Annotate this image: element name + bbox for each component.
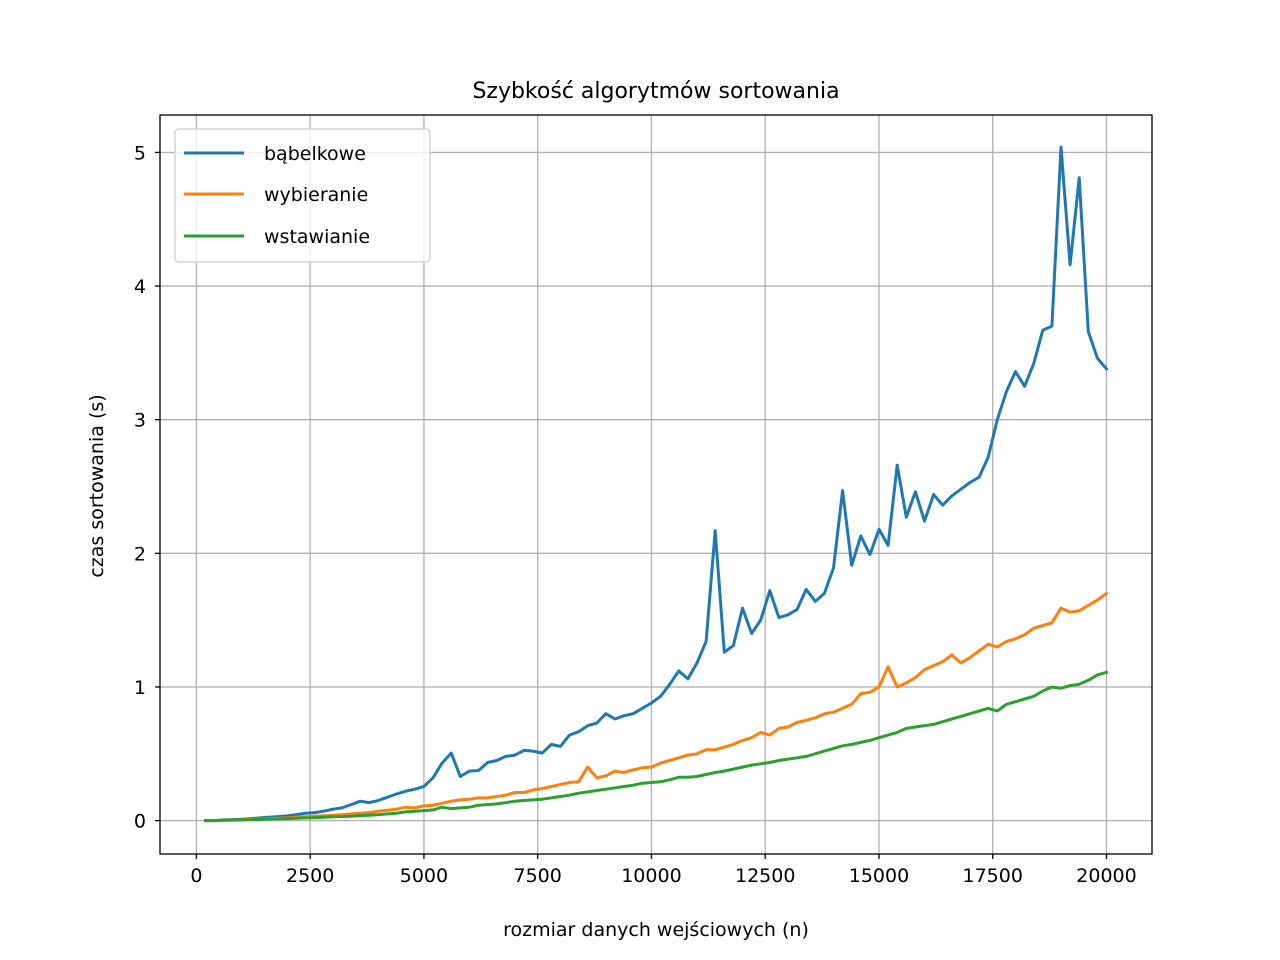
y-tick-label: 1 (134, 677, 146, 699)
x-tick-label: 0 (190, 865, 202, 887)
x-tick-label: 20000 (1076, 865, 1136, 887)
x-tick-label: 7500 (514, 865, 562, 887)
x-tick-label: 15000 (849, 865, 909, 887)
axis-ticks: 0 2500 5000 7500 10000 12500 15000 17500 20000 0 1… (134, 142, 1137, 887)
series-line-wstawianie (204, 670, 1109, 823)
y-tick-label: 5 (134, 142, 146, 164)
legend-label-wybieranie: wybieranie (264, 184, 368, 206)
legend-box (174, 128, 431, 263)
plot-frame (159, 114, 1153, 855)
y-tick-label: 3 (134, 410, 146, 432)
grid (160, 115, 1152, 854)
series-line-wybieranie (204, 591, 1109, 823)
series-line-babelkowe (204, 145, 1109, 823)
legend-label-wstawianie: wstawianie (264, 226, 370, 248)
y-tick-label: 0 (134, 811, 146, 833)
legend: bąbelkowe wybieranie wstawianie (174, 128, 431, 263)
x-tick-label: 12500 (735, 865, 795, 887)
x-tick-label: 17500 (963, 865, 1023, 887)
y-axis-label: czas sortowania (s) (86, 394, 108, 577)
chart-title: Szybkość algorytmów sortowania (472, 79, 839, 104)
y-tick-label: 4 (134, 276, 146, 298)
x-axis-label: rozmiar danych wejściowych (n) (503, 919, 809, 941)
x-tick-label: 2500 (286, 865, 334, 887)
x-tick-label: 10000 (621, 865, 681, 887)
x-tick-label: 5000 (400, 865, 448, 887)
y-tick-label: 2 (134, 543, 146, 565)
series-lines (204, 145, 1109, 823)
legend-label-babelkowe: bąbelkowe (264, 143, 366, 165)
